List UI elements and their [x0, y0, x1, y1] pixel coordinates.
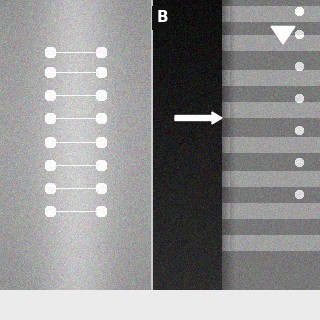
FancyArrow shape	[175, 112, 222, 124]
Polygon shape	[271, 26, 295, 44]
Text: B: B	[156, 11, 168, 26]
